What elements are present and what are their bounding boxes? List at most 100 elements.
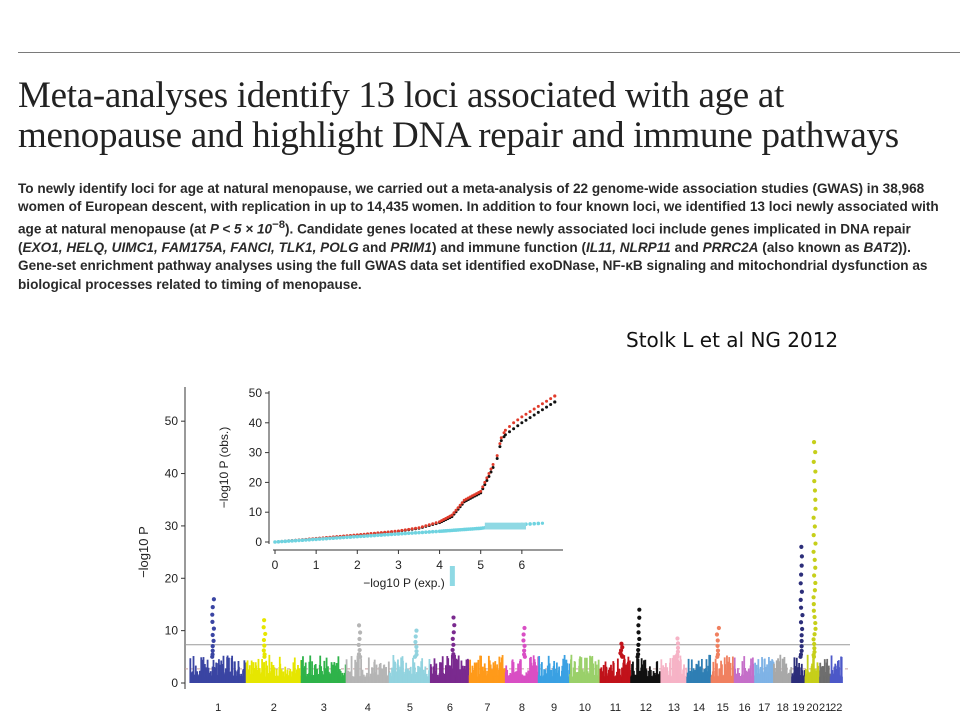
manhattan-point-cluster bbox=[300, 660, 303, 683]
manhattan-peak-point bbox=[358, 630, 363, 635]
manhattan-peak-point bbox=[414, 628, 419, 633]
manhattan-point-cluster bbox=[484, 668, 487, 683]
manhattan-point-cluster bbox=[448, 665, 451, 683]
manhattan-peak-point bbox=[798, 652, 804, 657]
manhattan-point-cluster bbox=[574, 662, 576, 683]
manhattan-peak-point bbox=[812, 524, 817, 529]
manhattan-peak-point bbox=[413, 634, 418, 639]
manhattan-point-cluster bbox=[656, 661, 659, 683]
manhattan-peak-point bbox=[521, 638, 526, 643]
manhattan-point-cluster bbox=[475, 662, 478, 683]
manhattan-point-cluster bbox=[480, 655, 482, 683]
qq-point bbox=[512, 427, 516, 431]
abstract-text: and bbox=[670, 240, 703, 256]
qq-point bbox=[297, 538, 301, 543]
qq-point bbox=[348, 535, 353, 539]
manhattan-peak-point bbox=[812, 557, 817, 562]
manhattan-x-tick-label: 8 bbox=[519, 702, 525, 714]
manhattan-point-cluster bbox=[698, 667, 701, 683]
manhattan-point-cluster bbox=[217, 663, 219, 683]
manhattan-point-cluster bbox=[591, 655, 594, 683]
manhattan-point-cluster bbox=[418, 667, 421, 683]
manhattan-point-cluster bbox=[564, 662, 566, 683]
chromosome-9-points bbox=[537, 654, 571, 683]
manhattan-point-cluster bbox=[424, 666, 427, 683]
title-line-1: Meta-analyses identify 13 loci associate… bbox=[18, 76, 784, 116]
qq-x-tick-label: 6 bbox=[519, 558, 526, 572]
manhattan-point-cluster bbox=[506, 669, 509, 683]
manhattan-point-cluster bbox=[750, 658, 752, 683]
manhattan-point-cluster bbox=[357, 657, 360, 683]
qq-point bbox=[487, 471, 491, 475]
qq-point bbox=[553, 394, 557, 398]
manhattan-peak-point bbox=[357, 647, 362, 653]
manhattan-peak-point bbox=[210, 605, 215, 610]
manhattan-x-tick-label: 5 bbox=[407, 702, 413, 714]
qq-point bbox=[352, 535, 356, 539]
manhattan-peak-point bbox=[356, 652, 362, 657]
manhattan-y-tick-label: 0 bbox=[171, 676, 178, 690]
manhattan-point-cluster bbox=[757, 668, 760, 683]
qq-point bbox=[300, 538, 305, 543]
manhattan-point-cluster bbox=[769, 661, 772, 683]
qq-point bbox=[532, 407, 536, 411]
qq-point bbox=[280, 539, 284, 544]
manhattan-point-cluster bbox=[333, 662, 336, 683]
qq-point bbox=[331, 536, 336, 541]
manhattan-point-cluster bbox=[754, 662, 757, 683]
manhattan-point-cluster bbox=[806, 654, 809, 683]
manhattan-point-cluster bbox=[455, 658, 458, 683]
manhattan-peak-point bbox=[636, 642, 641, 647]
manhattan-point-cluster bbox=[621, 667, 623, 683]
manhattan-point-cluster bbox=[222, 655, 225, 683]
manhattan-point-cluster bbox=[608, 667, 611, 683]
qq-point bbox=[452, 511, 456, 515]
manhattan-point-cluster bbox=[703, 668, 706, 683]
chromosome-12-points bbox=[630, 607, 662, 683]
manhattan-point-cluster bbox=[660, 659, 663, 683]
manhattan-x-tick-label: 13 bbox=[668, 702, 680, 714]
manhattan-peak-point bbox=[811, 637, 816, 642]
qq-point bbox=[495, 457, 499, 461]
manhattan-point-cluster bbox=[664, 663, 667, 683]
qq-point bbox=[516, 424, 520, 428]
manhattan-point-cluster bbox=[744, 668, 747, 683]
manhattan-peak-point bbox=[262, 643, 267, 648]
qq-point bbox=[341, 535, 346, 540]
manhattan-point-cluster bbox=[200, 657, 203, 683]
qq-point bbox=[379, 531, 383, 535]
manhattan-peak-point bbox=[715, 648, 721, 653]
qq-point bbox=[536, 521, 541, 526]
manhattan-point-cluster bbox=[327, 666, 329, 683]
manhattan-point-cluster bbox=[303, 666, 306, 683]
manhattan-point-cluster bbox=[313, 665, 316, 683]
manhattan-point-cluster bbox=[214, 668, 217, 683]
manhattan-point-cluster bbox=[456, 663, 459, 683]
manhattan-point-cluster bbox=[417, 665, 419, 683]
manhattan-point-cluster bbox=[782, 667, 784, 683]
abstract-text: (also known as bbox=[758, 240, 864, 256]
manhattan-peak-point bbox=[813, 580, 818, 586]
manhattan-peak-point bbox=[813, 565, 818, 570]
manhattan-point-cluster bbox=[595, 664, 598, 683]
manhattan-point-cluster bbox=[373, 659, 376, 683]
qq-point bbox=[293, 538, 298, 543]
qq-point bbox=[290, 539, 294, 543]
manhattan-point-cluster bbox=[356, 655, 359, 683]
manhattan-point-cluster bbox=[473, 662, 476, 683]
manhattan-x-tick-label: 14 bbox=[693, 702, 705, 714]
manhattan-peak-point bbox=[414, 644, 419, 649]
manhattan-point-cluster bbox=[841, 676, 843, 683]
chromosome-1-points bbox=[189, 597, 248, 683]
manhattan-point-cluster bbox=[768, 656, 770, 683]
qq-point bbox=[365, 534, 370, 538]
manhattan-point-cluster bbox=[454, 655, 456, 683]
manhattan-point-cluster bbox=[558, 666, 561, 683]
manhattan-point-cluster bbox=[325, 657, 328, 683]
qq-point bbox=[406, 531, 411, 536]
qq-point bbox=[393, 529, 397, 533]
manhattan-point-cluster bbox=[716, 663, 718, 683]
manhattan-point-cluster bbox=[392, 660, 395, 683]
citation: Stolk L et al NG 2012 bbox=[626, 328, 839, 352]
